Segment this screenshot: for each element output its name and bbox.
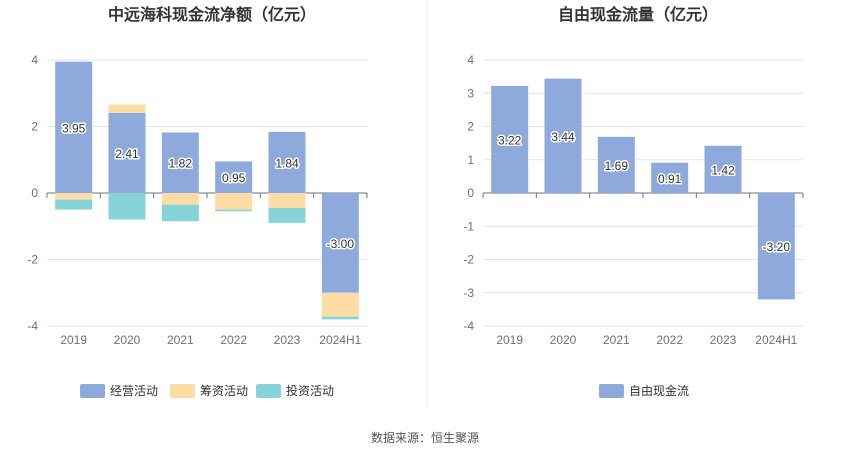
- bar-自由现金流-2020[interactable]: [544, 78, 582, 193]
- bar-投资活动-2024H1[interactable]: [321, 316, 359, 320]
- legend-label[interactable]: 自由现金流: [629, 383, 689, 398]
- bar-自由现金流-2023[interactable]: [704, 145, 742, 193]
- bar-筹资活动-2023[interactable]: [268, 193, 306, 208]
- y-tick-label: -2: [27, 253, 38, 267]
- data-label: 0.91: [658, 172, 682, 186]
- data-label: 1.84: [275, 156, 299, 170]
- legend-swatch[interactable]: [256, 384, 281, 398]
- bar-自由现金流-2024H1[interactable]: [757, 193, 795, 300]
- y-tick-label: -4: [463, 319, 474, 333]
- bar-投资活动-2020[interactable]: [108, 193, 146, 220]
- y-tick-label: 4: [31, 53, 38, 67]
- y-tick-label: 3: [467, 86, 474, 100]
- y-tick-label: 0: [467, 186, 474, 200]
- legend-swatch[interactable]: [599, 384, 624, 398]
- net-cash-flow-data-labels: 3.95 2.41 1.82 0.95 1.84 -3.00: [60, 120, 355, 253]
- x-tick-label: 2023: [710, 333, 737, 347]
- y-tick-label: 2: [31, 120, 38, 134]
- y-tick-label: 2: [467, 120, 474, 134]
- net-cash-flow-bars: [55, 61, 359, 320]
- net-cash-flow-chart: 中远海科现金流净额（亿元） 4 2 0 -2 -4 2019 2020 2021 2022 202…: [27, 5, 368, 398]
- y-tick-label: -3: [463, 286, 474, 300]
- data-label: 1.82: [169, 157, 193, 171]
- data-label: -3.00: [327, 237, 355, 251]
- x-tick-label: 2024H1: [319, 333, 361, 347]
- data-label: 1.42: [711, 163, 735, 177]
- bar-自由现金流-2022[interactable]: [651, 162, 689, 193]
- data-label: 3.22: [498, 133, 522, 147]
- x-tick-label: 2022: [656, 333, 683, 347]
- x-tick-label: 2023: [274, 333, 301, 347]
- source-note: 数据来源：恒生聚源: [371, 430, 479, 445]
- legend-label[interactable]: 筹资活动: [200, 384, 248, 398]
- bar-自由现金流-2019[interactable]: [491, 85, 529, 193]
- bar-投资活动-2019[interactable]: [55, 199, 93, 210]
- x-tick-label: 2022: [220, 333, 247, 347]
- free-cash-flow-grid: 4 3 2 1 0 -1 -2 -3 -4 2019 2020 2021 2022 2023 2024H1: [463, 53, 804, 347]
- y-tick-label: 1: [467, 153, 474, 167]
- y-tick-label: 4: [467, 53, 474, 67]
- x-tick-label: 2021: [603, 333, 630, 347]
- data-label: 3.95: [62, 121, 86, 135]
- data-label: 0.95: [222, 171, 246, 185]
- net-cash-flow-chart-title: 中远海科现金流净额（亿元）: [108, 5, 316, 24]
- free-cash-flow-data-labels: 3.22 3.44 1.69 0.91 1.42 -3.20: [496, 128, 791, 255]
- bar-自由现金流-2021[interactable]: [597, 136, 635, 193]
- bar-经营活动-2023[interactable]: [268, 131, 306, 193]
- x-tick-label: 2020: [550, 333, 577, 347]
- x-tick-label: 2019: [496, 333, 523, 347]
- x-tick-label: 2020: [114, 333, 141, 347]
- bar-投资活动-2023[interactable]: [268, 207, 306, 223]
- bar-投资活动-2021[interactable]: [161, 204, 199, 222]
- data-label: 3.44: [551, 130, 575, 144]
- x-tick-label: 2021: [167, 333, 194, 347]
- data-label: -3.20: [763, 240, 791, 254]
- free-cash-flow-bars: [491, 78, 795, 300]
- data-label: 2.41: [115, 147, 139, 161]
- net-cash-flow-grid: 4 2 0 -2 -4 2019 2020 2021 2022 2023 2024H1: [27, 53, 368, 347]
- bar-经营活动-2019[interactable]: [55, 61, 93, 193]
- y-tick-label: -4: [27, 319, 38, 333]
- legend-label[interactable]: 投资活动: [286, 383, 334, 398]
- data-label: 1.69: [605, 159, 629, 173]
- bar-筹资活动-2019[interactable]: [55, 193, 93, 200]
- bar-经营活动-2022[interactable]: [215, 161, 253, 193]
- free-cash-flow-legend[interactable]: 自由现金流: [599, 383, 689, 398]
- free-cash-flow-chart: 自由现金流量（亿元） 4 3 2 1 0 -1 -2 -3 -4 2019 2020 2021 2022…: [463, 5, 804, 398]
- y-tick-label: -1: [463, 219, 474, 233]
- bar-投资活动-2022[interactable]: [215, 209, 253, 212]
- y-tick-label: -2: [463, 253, 474, 267]
- x-tick-label: 2024H1: [755, 333, 797, 347]
- bar-筹资活动-2020[interactable]: [108, 104, 146, 113]
- free-cash-flow-chart-title: 自由现金流量（亿元）: [558, 5, 718, 24]
- bar-筹资活动-2021[interactable]: [161, 193, 199, 205]
- bar-经营活动-2021[interactable]: [161, 132, 199, 193]
- bar-经营活动-2024H1[interactable]: [321, 193, 359, 293]
- y-tick-label: 0: [31, 186, 38, 200]
- bar-筹资活动-2024H1[interactable]: [321, 292, 359, 317]
- x-tick-label: 2019: [60, 333, 87, 347]
- legend-swatch[interactable]: [170, 384, 195, 398]
- legend-swatch[interactable]: [80, 384, 105, 398]
- legend-label[interactable]: 经营活动: [110, 384, 158, 398]
- net-cash-flow-legend[interactable]: 经营活动 筹资活动 投资活动: [80, 383, 334, 398]
- bar-经营活动-2020[interactable]: [108, 112, 146, 193]
- bar-筹资活动-2022[interactable]: [215, 193, 253, 210]
